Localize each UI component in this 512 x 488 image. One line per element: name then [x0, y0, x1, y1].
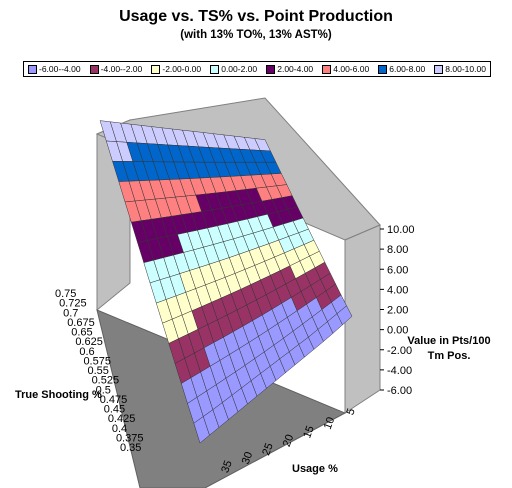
- y-tick-label: 0.35: [120, 442, 141, 454]
- x-axis-title: Usage %: [292, 463, 338, 475]
- z-tick-label: 0.00: [387, 325, 408, 337]
- legend-item: 8.00-10.00: [434, 64, 486, 74]
- y-tick-label: 0.5: [96, 384, 111, 396]
- z-tick-label: 8.00: [387, 244, 408, 256]
- legend-swatch: [322, 64, 332, 74]
- y-tick-label: 0.4: [112, 423, 127, 435]
- legend-label: 6.00-8.00: [389, 64, 426, 74]
- legend-label: -4.00--2.00: [100, 64, 143, 74]
- legend-label: 8.00-10.00: [445, 64, 486, 74]
- y-tick-label: 0.475: [100, 394, 128, 406]
- y-tick-label: 0.425: [108, 413, 136, 425]
- legend-label: -6.00--4.00: [39, 64, 81, 74]
- legend-swatch: [378, 64, 388, 74]
- y-axis-title: True Shooting %: [15, 389, 102, 401]
- y-tick-label: 0.7: [63, 307, 78, 319]
- legend-item: -2.00-0.00: [151, 64, 201, 74]
- legend-item: 2.00-4.00: [266, 64, 313, 74]
- surface-cell: [336, 305, 353, 326]
- z-axis-title: Value in Pts/100 Tm Pos.: [407, 335, 491, 362]
- y-axis: 0.350.3750.40.4250.450.4750.50.5250.550.…: [55, 288, 143, 454]
- y-tick-label: 0.525: [92, 375, 120, 387]
- x-tick-label: 20: [281, 433, 296, 449]
- x-tick-label: 5: [344, 407, 357, 417]
- legend-label: 2.00-4.00: [277, 64, 314, 74]
- legend-swatch: [151, 64, 161, 74]
- legend-item: 4.00-6.00: [322, 64, 369, 74]
- y-tick-label: 0.55: [88, 365, 109, 377]
- legend-item: 6.00-8.00: [378, 64, 425, 74]
- z-tick-label: 6.00: [387, 264, 408, 276]
- y-tick-label: 0.575: [83, 355, 111, 367]
- x-axis: 5 10 15 20 25 30 35: [219, 407, 357, 475]
- y-tick-label: 0.375: [116, 432, 144, 444]
- z-tick-label: 10.00: [387, 224, 415, 236]
- y-tick-label: 0.725: [59, 298, 87, 310]
- side-wall: [344, 224, 381, 414]
- legend: -6.00--4.00 -4.00--2.00 -2.00-0.00 0.00-2.0…: [23, 61, 491, 77]
- y-tick-label: 0.65: [71, 327, 92, 339]
- x-tick-label: 35: [219, 459, 234, 475]
- chart-subtitle: (with 13% TO%, 13% AST%): [180, 29, 332, 41]
- legend-swatch: [28, 64, 37, 74]
- x-tick-label: 10: [322, 416, 337, 432]
- surface-plot: [99, 120, 353, 444]
- legend-item: 0.00-2.00: [210, 64, 257, 74]
- y-tick-label: 0.675: [67, 317, 95, 329]
- legend-item: -6.00--4.00: [28, 64, 81, 74]
- legend-label: 4.00-6.00: [333, 64, 370, 74]
- x-tick-label: 15: [301, 424, 316, 440]
- legend-swatch: [266, 64, 276, 74]
- z-axis: -6.00 -4.00 -2.00 0.00 2.00 4.00 6.00 8.00 10.00: [380, 224, 415, 397]
- chart-title: Usage vs. TS% vs. Point Production: [119, 8, 393, 25]
- legend-item: -4.00--2.00: [89, 64, 143, 74]
- legend-label: 0.00-2.00: [221, 64, 258, 74]
- z-tick-label: -6.00: [387, 385, 412, 397]
- z-tick-label: -4.00: [387, 365, 412, 377]
- y-tick-label: 0.45: [104, 404, 125, 416]
- legend-swatch: [434, 64, 444, 74]
- z-tick-label: 2.00: [387, 305, 408, 317]
- z-tick-label: 4.00: [387, 284, 408, 296]
- x-tick-label: 30: [240, 450, 255, 466]
- x-tick-label: 25: [260, 442, 275, 458]
- legend-swatch: [210, 64, 220, 74]
- legend-label: -2.00-0.00: [162, 64, 202, 74]
- y-tick-label: 0.625: [75, 336, 103, 348]
- legend-swatch: [89, 64, 99, 74]
- y-tick-label: 0.6: [79, 346, 94, 358]
- y-tick-label: 0.75: [55, 288, 76, 300]
- z-tick-label: -2.00: [387, 345, 412, 357]
